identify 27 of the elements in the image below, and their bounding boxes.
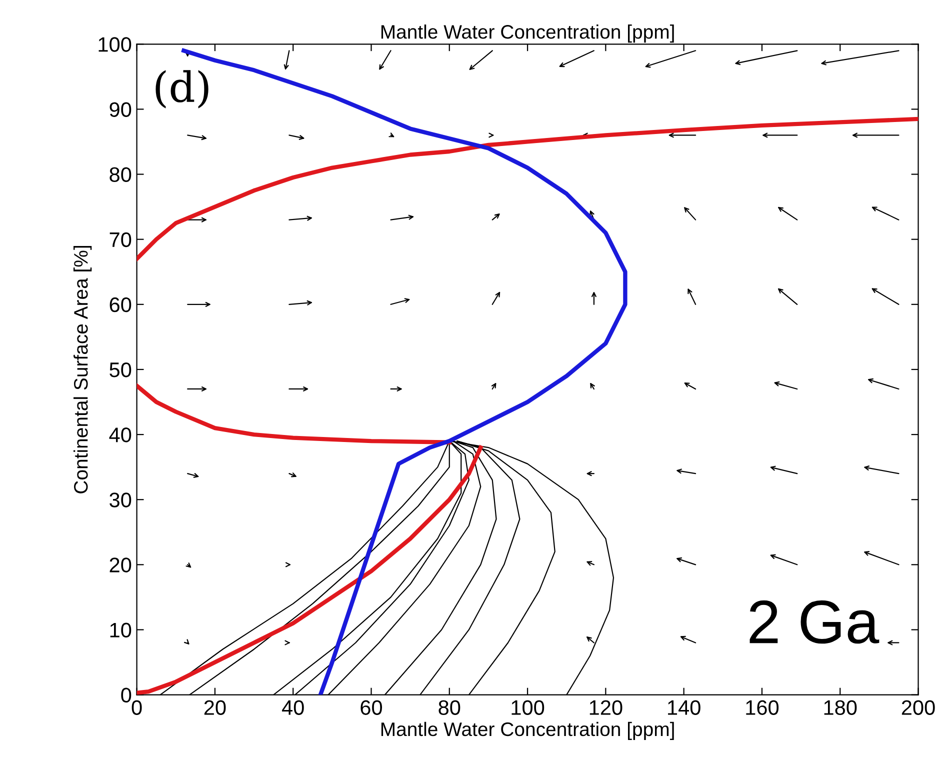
x-tick-label: 0 bbox=[132, 700, 142, 715]
y-tick-label: 20 bbox=[110, 558, 132, 572]
annotation: 2 Ga bbox=[750, 600, 880, 644]
x-tick-label: 140 bbox=[668, 700, 700, 715]
y-tick-label: 40 bbox=[109, 428, 132, 442]
x-tick-label: 120 bbox=[590, 700, 622, 715]
y-tick-label: 60 bbox=[110, 297, 132, 312]
y-tick-label: 30 bbox=[110, 492, 132, 508]
y-tick-label: 50 bbox=[110, 362, 132, 378]
x-tick-label: 20 bbox=[204, 700, 226, 715]
x-tick-label: 60 bbox=[360, 700, 382, 715]
x-tick-label: 180 bbox=[824, 700, 857, 715]
annotation: (d) bbox=[156, 70, 208, 108]
x-tick-label: 80 bbox=[438, 700, 460, 715]
y-axis-title: Continental Surface Area [%] bbox=[74, 246, 92, 494]
y-tick-label: 80 bbox=[110, 167, 132, 182]
y-tick-label: 100 bbox=[98, 37, 132, 52]
y-tick-label: 10 bbox=[110, 622, 132, 638]
x-tick-label: 200 bbox=[902, 700, 935, 715]
x-axis-title: Mantle Water Concentration [ppm] bbox=[381, 722, 674, 740]
y-tick-label: 90 bbox=[110, 102, 132, 117]
chart-title: Mantle Water Concentration [ppm] bbox=[381, 24, 674, 43]
x-tick-label: 40 bbox=[282, 700, 304, 715]
y-tick-label: 70 bbox=[110, 232, 132, 248]
x-tick-label: 100 bbox=[512, 700, 544, 715]
x-tick-label: 160 bbox=[746, 700, 779, 715]
y-tick-label: 0 bbox=[121, 688, 132, 703]
